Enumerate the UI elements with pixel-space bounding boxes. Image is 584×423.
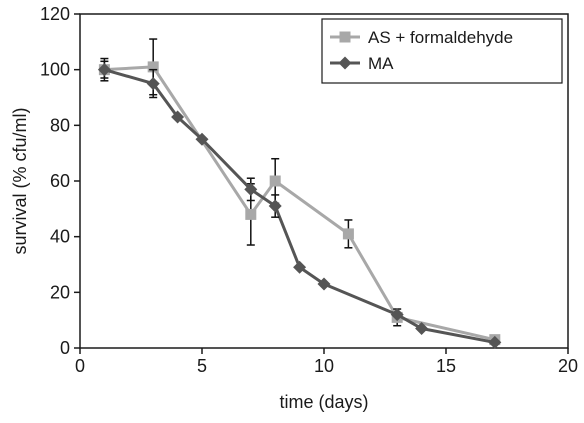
- x-tick-label: 0: [75, 356, 85, 376]
- data-point: [97, 63, 111, 77]
- series-as-formaldehyde: [98, 38, 501, 346]
- legend-entry: AS + formaldehyde: [330, 28, 513, 47]
- series-ma: [97, 57, 502, 349]
- data-point: [171, 110, 185, 124]
- y-tick-label: 80: [50, 115, 70, 135]
- data-series: [97, 38, 502, 349]
- x-axis-title: time (days): [279, 392, 368, 412]
- legend: AS + formaldehyde MA: [321, 18, 563, 84]
- x-tick-label: 20: [558, 356, 578, 376]
- y-tick-label: 40: [50, 227, 70, 247]
- data-point: [390, 308, 404, 322]
- series-line: [104, 65, 496, 342]
- x-tick-label: 15: [436, 356, 456, 376]
- data-point: [245, 208, 257, 220]
- diamond-marker-icon: [338, 56, 352, 70]
- y-axis-ticks: 0 20 40 60 80 100 120: [40, 4, 80, 358]
- x-tick-label: 10: [314, 356, 334, 376]
- y-tick-label: 20: [50, 282, 70, 302]
- legend-label: MA: [368, 54, 394, 73]
- x-axis-ticks: 0 5 10 15 20: [75, 348, 578, 376]
- legend-box: [321, 18, 563, 84]
- data-point: [146, 77, 160, 91]
- y-axis-title: survival (% cfu/ml): [10, 107, 30, 254]
- data-point: [147, 61, 159, 73]
- y-tick-label: 60: [50, 171, 70, 191]
- y-tick-label: 120: [40, 4, 70, 24]
- data-point: [269, 175, 281, 187]
- legend-label: AS + formaldehyde: [368, 28, 513, 47]
- data-point: [415, 322, 429, 336]
- data-point: [293, 260, 307, 274]
- data-point: [195, 132, 209, 146]
- x-tick-label: 5: [197, 356, 207, 376]
- y-tick-label: 100: [40, 60, 70, 80]
- legend-entry: MA: [330, 54, 394, 73]
- data-point: [342, 228, 354, 240]
- data-point: [268, 199, 282, 213]
- data-point: [244, 182, 258, 196]
- square-marker-icon: [339, 31, 351, 43]
- data-point: [488, 335, 502, 349]
- data-point: [317, 277, 331, 291]
- series-line: [103, 68, 496, 344]
- y-tick-label: 0: [60, 338, 70, 358]
